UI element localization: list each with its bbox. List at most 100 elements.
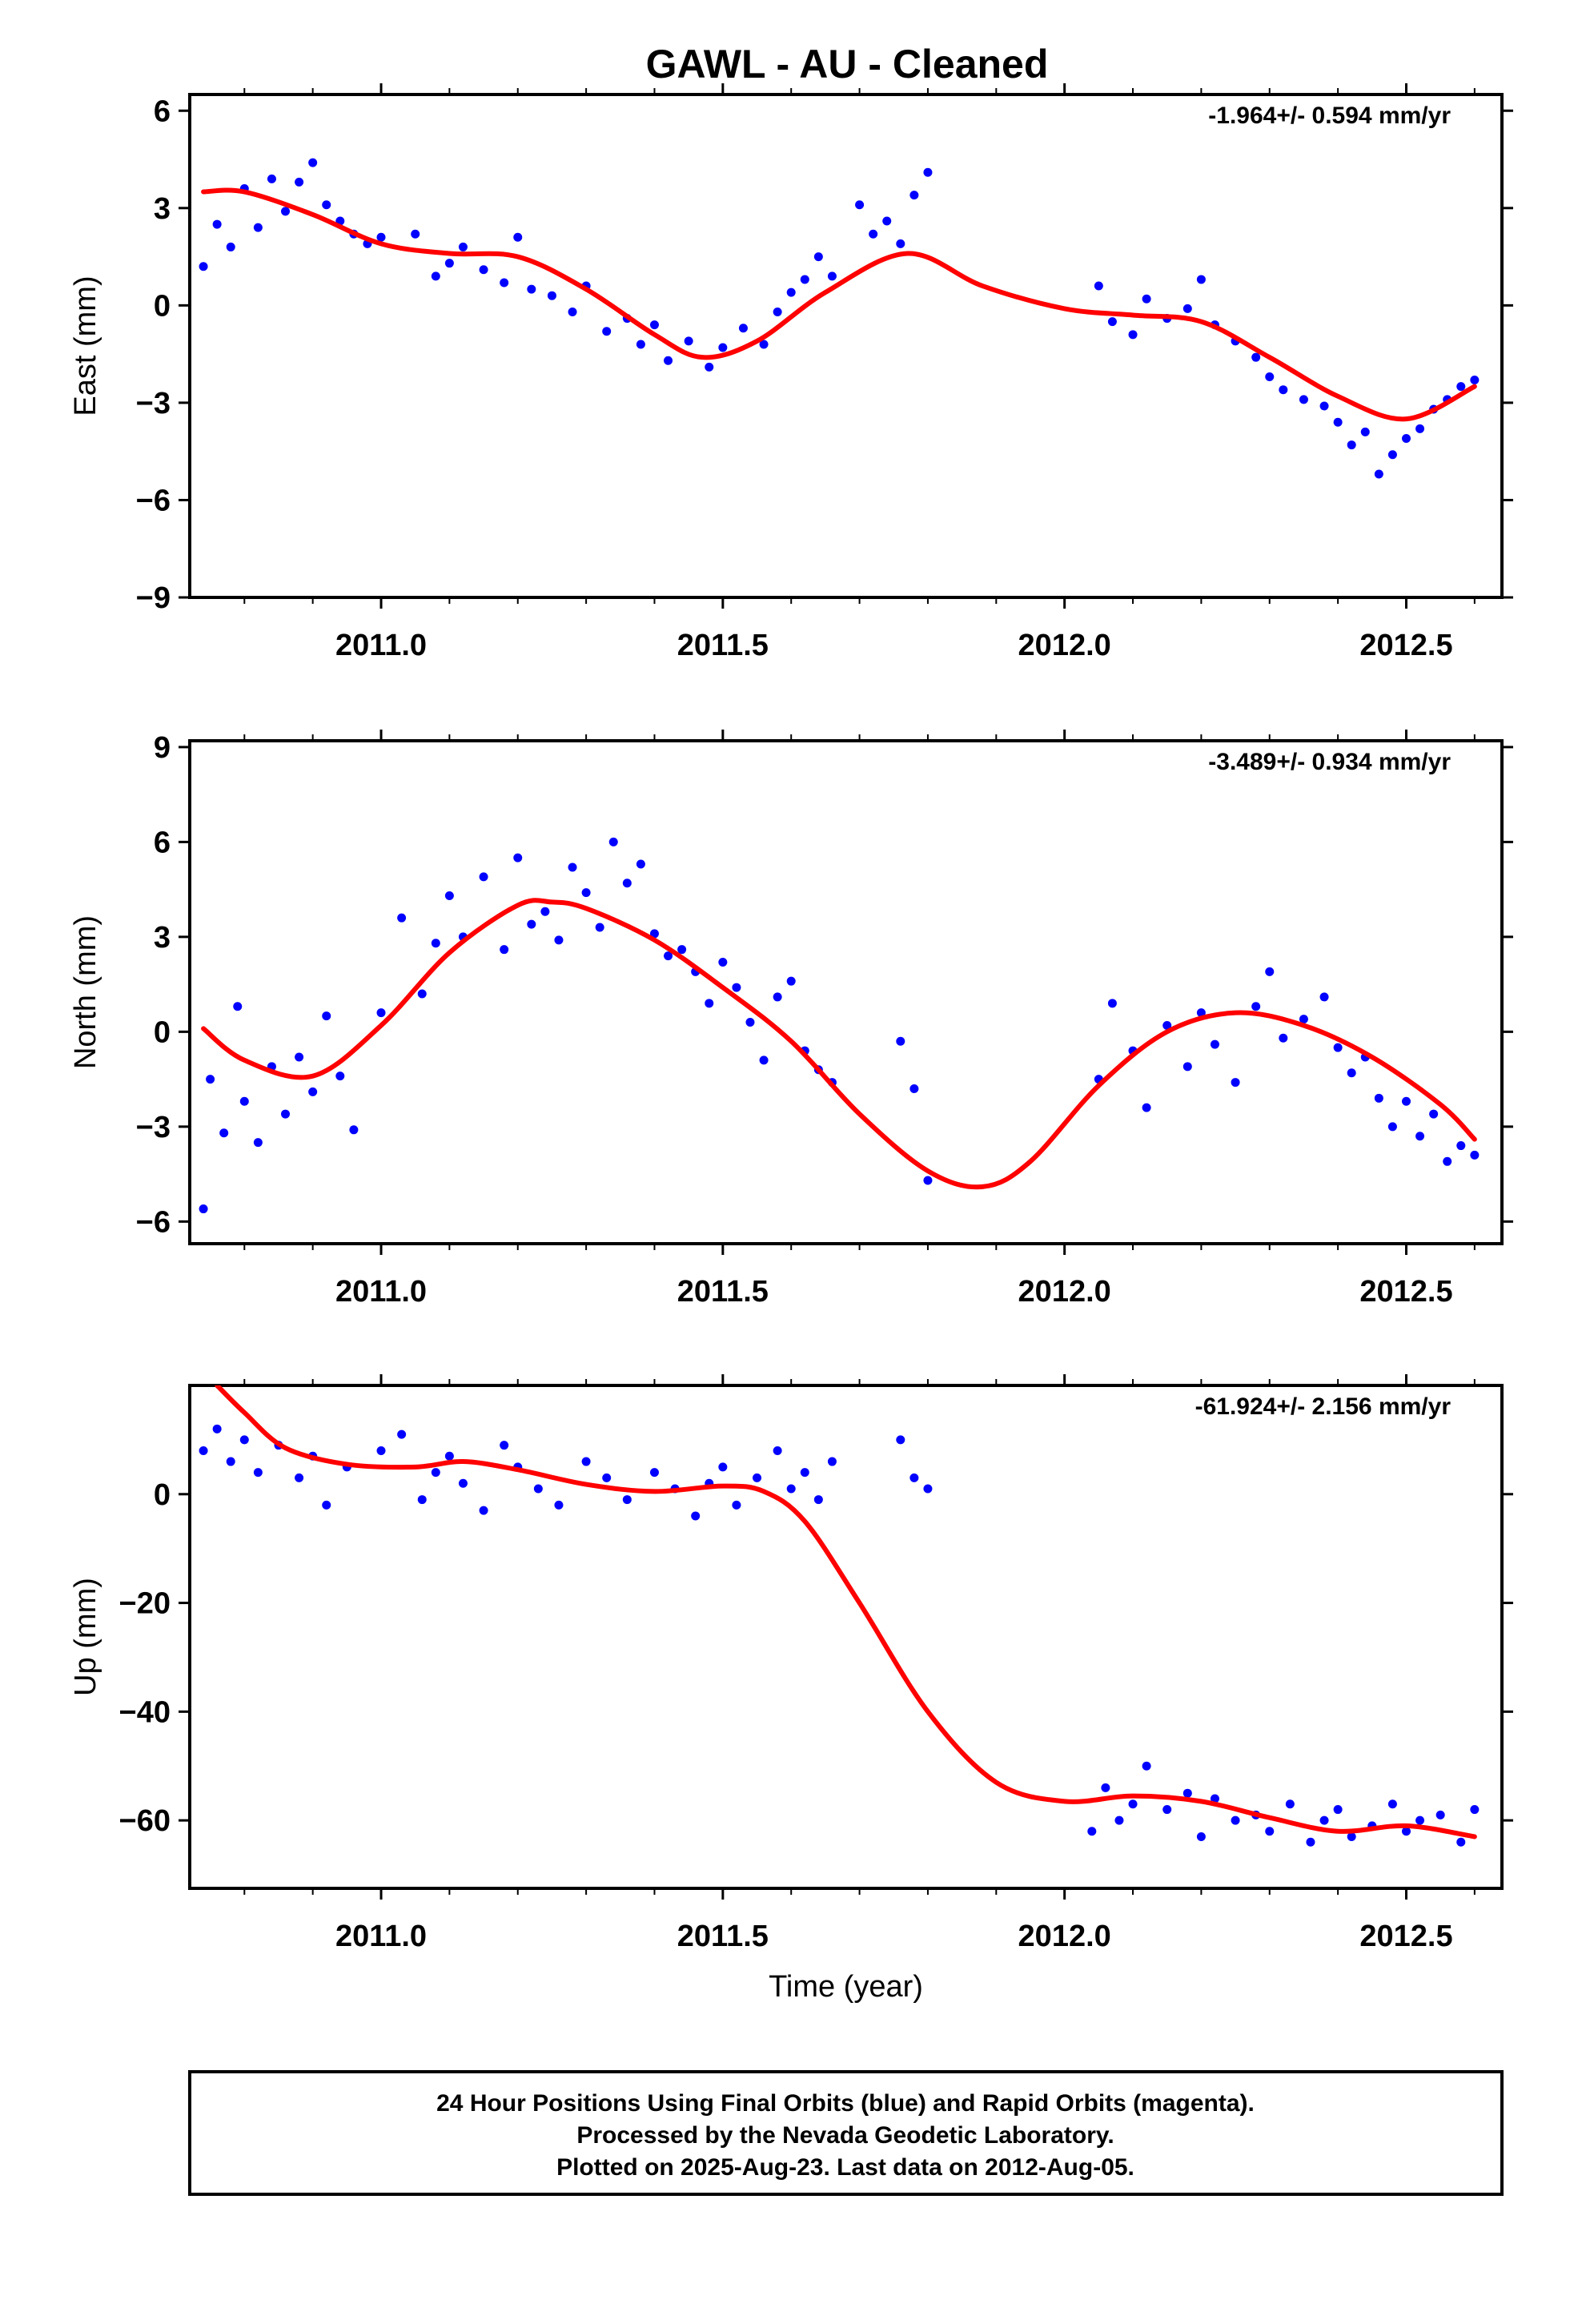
north-xtick-label: 2012.5 bbox=[1359, 1275, 1452, 1309]
east-plot-frame bbox=[188, 93, 1504, 599]
east-xtick-label: 2011.0 bbox=[335, 629, 427, 662]
north-data-point bbox=[281, 1109, 291, 1119]
east-data-point bbox=[1142, 294, 1151, 304]
north-data-point bbox=[581, 888, 591, 898]
east-data-point bbox=[759, 340, 769, 349]
east-data-area bbox=[199, 158, 1480, 479]
north-data-point bbox=[233, 1002, 243, 1011]
north-data-point bbox=[896, 1036, 905, 1046]
east-data-point bbox=[1401, 433, 1411, 443]
north-ytick-label: 9 bbox=[154, 731, 171, 765]
east-data-point bbox=[909, 191, 919, 200]
north-data-point bbox=[1401, 1096, 1411, 1106]
up-data-point bbox=[1401, 1827, 1411, 1836]
up-rate-label: -61.924+/- 2.156 mm/yr bbox=[1195, 1393, 1452, 1420]
up-data-point bbox=[199, 1445, 208, 1455]
east-data-point bbox=[1415, 424, 1425, 433]
east-data-point bbox=[813, 252, 823, 262]
east-model-fit-line bbox=[201, 187, 1477, 422]
north-data-point bbox=[1299, 1015, 1308, 1024]
east-data-point bbox=[1374, 469, 1383, 479]
north-data-point bbox=[513, 853, 523, 862]
north-ytick-label: 3 bbox=[154, 921, 171, 955]
north-data-point bbox=[308, 1087, 318, 1096]
north-data-point bbox=[649, 929, 659, 939]
up-data-point bbox=[533, 1484, 543, 1494]
up-data-point bbox=[1128, 1799, 1138, 1809]
north-data-point bbox=[636, 859, 645, 869]
east-ytick-label: 6 bbox=[154, 94, 171, 128]
up-ytick-label: −20 bbox=[119, 1587, 171, 1621]
up-data-point bbox=[1347, 1832, 1356, 1842]
north-data-point bbox=[759, 1055, 769, 1065]
east-data-point bbox=[431, 271, 440, 281]
north-ytick-label: 6 bbox=[154, 826, 171, 859]
east-data-point bbox=[322, 200, 331, 210]
north-data-point bbox=[431, 939, 440, 948]
north-data-point bbox=[554, 935, 564, 945]
figure-title: GAWL - AU - Cleaned bbox=[646, 42, 1049, 86]
east-rate-label: -1.964+/- 0.594 mm/yr bbox=[1208, 103, 1451, 129]
east-data-point bbox=[896, 239, 905, 248]
east-data-point bbox=[1107, 317, 1117, 327]
up-data-point bbox=[212, 1424, 222, 1433]
east-data-point bbox=[636, 340, 645, 349]
east-data-point bbox=[800, 275, 809, 284]
up-ylabel: Up (mm) bbox=[69, 1578, 102, 1696]
up-data-point bbox=[602, 1473, 612, 1482]
north-data-point bbox=[322, 1011, 331, 1021]
north-data-point bbox=[1182, 1062, 1192, 1072]
up-data-point bbox=[1162, 1805, 1172, 1815]
east-data-point bbox=[295, 177, 304, 187]
east-ytick-label: −3 bbox=[136, 387, 171, 420]
up-data-point bbox=[1333, 1805, 1343, 1815]
east-data-point bbox=[411, 229, 420, 239]
east-data-point bbox=[827, 271, 837, 281]
up-data-point bbox=[397, 1429, 407, 1439]
up-data-point bbox=[1182, 1788, 1192, 1798]
east-data-point bbox=[199, 262, 208, 271]
up-xtick-label: 2011.5 bbox=[677, 1920, 769, 1953]
up-data-point bbox=[732, 1500, 741, 1510]
up-ytick-label: 0 bbox=[154, 1478, 171, 1512]
up-ytick-label: −40 bbox=[119, 1695, 171, 1729]
east-data-point bbox=[513, 232, 523, 242]
up-data-point bbox=[773, 1445, 782, 1455]
north-ytick-label: −3 bbox=[136, 1111, 171, 1144]
east-data-point bbox=[738, 324, 748, 333]
east-data-point bbox=[568, 307, 577, 316]
east-data-point bbox=[1094, 281, 1103, 291]
north-xtick-label: 2011.5 bbox=[677, 1275, 769, 1309]
north-data-point bbox=[705, 999, 714, 1008]
north-data-point bbox=[1107, 999, 1117, 1008]
up-data-point bbox=[1319, 1815, 1329, 1825]
north-data-point bbox=[376, 1008, 386, 1018]
east-data-point bbox=[444, 259, 454, 268]
east-data-point bbox=[882, 216, 892, 226]
up-data-point bbox=[1087, 1827, 1097, 1836]
east-data-point bbox=[1128, 330, 1138, 340]
east-data-point bbox=[1360, 427, 1370, 436]
north-data-point bbox=[1374, 1093, 1383, 1103]
east-data-point bbox=[226, 242, 235, 251]
east-data-point bbox=[527, 284, 536, 294]
east-data-point bbox=[547, 291, 556, 300]
east-data-point bbox=[212, 219, 222, 229]
east-data-point bbox=[500, 278, 509, 287]
east-data-point bbox=[1196, 275, 1206, 284]
north-data-point bbox=[1429, 1109, 1439, 1119]
north-data-point bbox=[417, 989, 427, 999]
north-xtick-label: 2011.0 bbox=[335, 1275, 427, 1309]
north-plot-frame bbox=[188, 739, 1504, 1245]
north-data-point bbox=[1333, 1043, 1343, 1052]
up-data-point bbox=[444, 1451, 454, 1461]
up-data-point bbox=[1470, 1805, 1480, 1815]
north-data-point bbox=[335, 1072, 345, 1081]
north-data-point bbox=[253, 1138, 263, 1148]
up-data-area bbox=[199, 1385, 1480, 1847]
up-data-point bbox=[753, 1473, 762, 1482]
north-xtick-label: 2012.0 bbox=[1018, 1275, 1111, 1309]
north-data-point bbox=[219, 1128, 229, 1138]
north-data-point bbox=[1470, 1150, 1480, 1160]
north-data-point bbox=[349, 1125, 359, 1135]
